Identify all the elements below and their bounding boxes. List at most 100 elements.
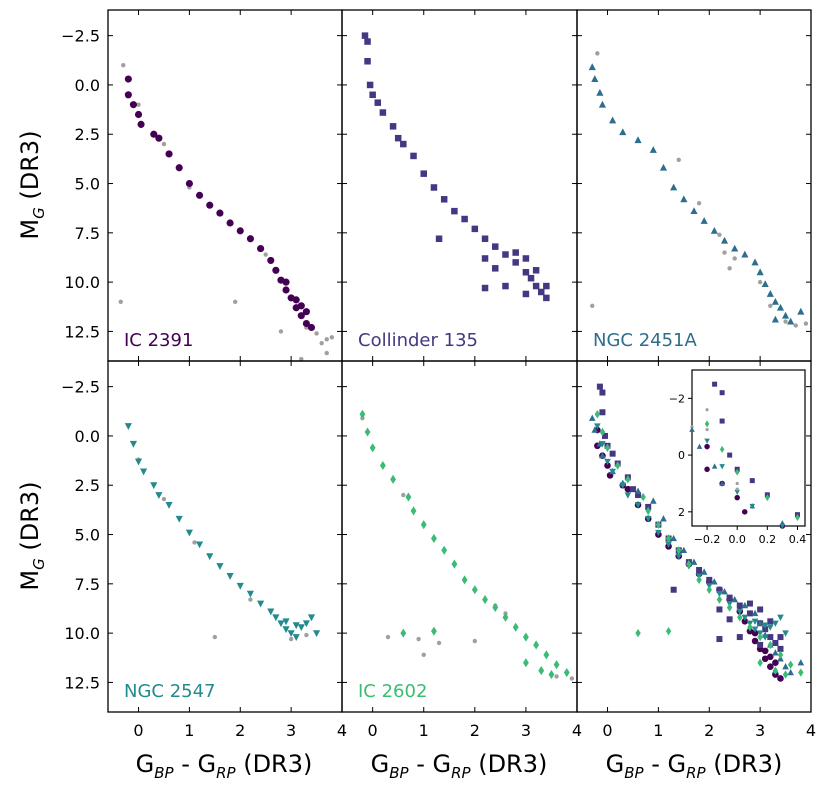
member-star-point [400,628,407,638]
inset-x-tick-label: 0.0 [728,533,746,546]
combined-point [660,515,667,522]
combined-point [629,486,636,493]
member-star-point [776,303,785,311]
member-star-point [364,427,371,437]
member-star-point [481,284,489,292]
member-star-point [379,109,387,116]
member-star-point [596,88,604,96]
cluster-label: IC 2602 [358,681,427,702]
y-tick-label: −2.5 [61,378,100,397]
member-star-point [741,250,749,258]
field-star-point [793,323,798,328]
member-star-point [124,75,132,83]
inset-point [711,463,718,469]
field-star-point [319,341,324,346]
combined-point [716,636,723,643]
x-tick-label: 1 [653,721,663,740]
member-star-point [364,58,371,65]
cluster-label: NGC 2547 [124,681,216,702]
field-star-point [722,250,727,255]
member-star-point [150,130,158,138]
field-star-point [136,102,141,107]
combined-point [676,546,682,555]
field-star-point [324,337,329,342]
x-tick-label: 0 [368,721,378,740]
member-star-point [420,520,427,530]
combined-point [757,641,764,648]
combined-point [726,616,733,623]
combined-point [767,640,774,650]
inset-point [734,489,740,495]
member-star-point [175,515,183,523]
combined-point [767,653,774,661]
combined-point [746,600,753,607]
member-star-point [771,297,779,305]
member-star-point [492,265,499,272]
member-star-point [700,217,708,224]
points-layer [118,32,809,682]
combined-point [737,613,743,622]
combined-point [716,590,723,598]
inset-point [704,438,710,444]
combined-point [767,663,774,670]
member-star-point [307,614,316,622]
member-star-point [461,215,468,223]
field-star-point [263,252,268,257]
combined-point [772,639,779,646]
inset-point [749,478,755,484]
y-tick-label: 0.0 [75,76,100,95]
inset-point [779,523,786,529]
y-axis-suffix: (DR3) [16,130,44,207]
x-tick-label: 2 [235,721,245,740]
member-star-point [361,32,369,39]
inset-point [696,443,703,449]
combined-point [670,586,677,593]
inset-point [712,381,718,387]
member-star-point [527,274,535,282]
member-star-point [533,640,540,650]
member-star-point [364,38,371,45]
inset-layer: −0.2 0.0 0.2 0.4 −2 0 2 [669,369,806,546]
panel-4-points [359,409,575,681]
member-star-point [720,236,729,244]
member-star-point [400,140,407,148]
field-star-point [278,329,284,334]
combined-point [741,617,749,625]
member-star-point [766,290,774,297]
x-tick-label: 0 [602,721,612,740]
inset-point [734,494,740,501]
y-tick-label: 7.5 [75,575,100,594]
y-axis-title-top: MG (DR3) [16,130,48,239]
combined-point [762,626,769,633]
member-star-point [124,423,132,430]
field-star-point [304,632,309,638]
combined-point [614,461,621,470]
field-star-point [676,157,681,163]
combined-point [767,618,774,625]
member-star-point [512,249,519,256]
combined-point [596,383,603,390]
member-star-point [543,282,550,290]
member-star-point [451,559,458,569]
member-star-point [591,75,599,82]
combined-point [655,529,662,537]
member-star-point [797,307,805,315]
member-star-point [134,110,143,119]
combined-point [761,622,769,629]
member-star-point [690,207,698,215]
member-star-point [165,502,173,509]
member-star-point [302,620,310,628]
combined-point [757,658,763,667]
y-tick-label: 2.5 [75,125,100,144]
x-axis-title-2: GBP - GRP (DR3) [371,750,548,782]
panel-0-points [118,63,335,362]
member-star-point [751,258,759,266]
member-star-point [297,312,305,320]
combined-point [777,634,784,641]
member-star-point [257,600,265,608]
y-tick-label: 2.5 [75,476,100,495]
inset-point [689,426,695,432]
combined-point [751,626,759,633]
member-star-point [246,235,255,243]
